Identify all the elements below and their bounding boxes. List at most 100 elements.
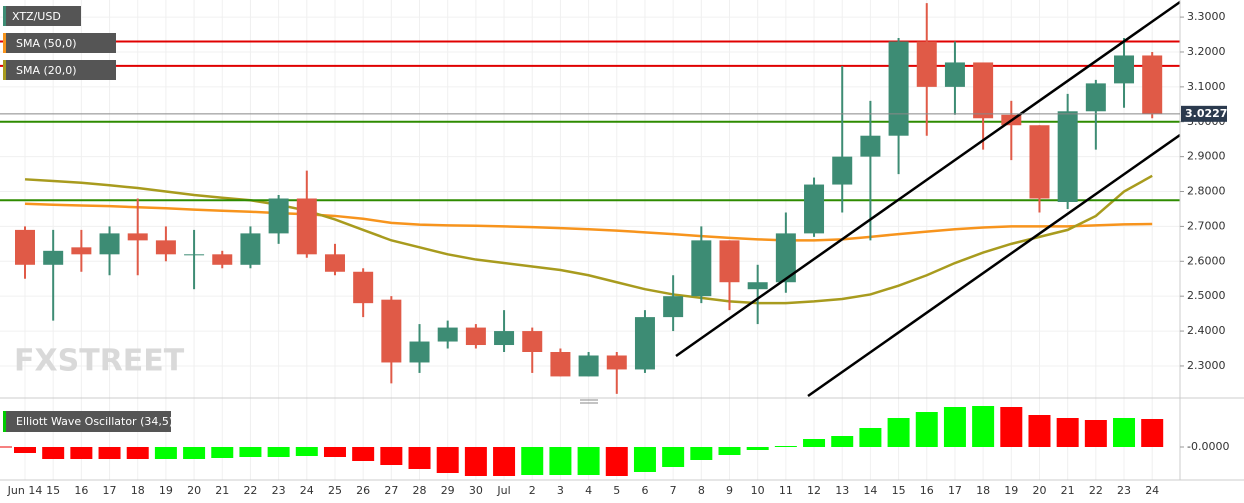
- x-tick-label: 12: [807, 484, 821, 497]
- y-tick-label: 2.8000: [1187, 185, 1226, 198]
- x-tick-label: 25: [328, 484, 342, 497]
- legend-swatch: [3, 6, 6, 26]
- x-tick-label: 14: [863, 484, 877, 497]
- oscillator-bar: [605, 447, 628, 476]
- x-tick-label: 10: [751, 484, 765, 497]
- x-tick-label: 22: [243, 484, 257, 497]
- y-tick-label: 2.3000: [1187, 359, 1226, 372]
- x-tick-label: 3: [557, 484, 564, 497]
- y-tick-label: 2.6000: [1187, 254, 1226, 267]
- y-tick-label: -0.0000: [1187, 440, 1229, 453]
- x-tick-label: 27: [384, 484, 398, 497]
- oscillator-bar: [436, 447, 459, 473]
- oscillator-bar: [239, 447, 262, 457]
- oscillator-bar: [267, 447, 290, 457]
- watermark: FXSTREET: [14, 344, 185, 379]
- x-tick-label: 15: [892, 484, 906, 497]
- candle-body: [155, 240, 176, 255]
- x-tick-label: 9: [726, 484, 733, 497]
- candle-body: [184, 254, 205, 256]
- legend-swatch: [3, 60, 6, 80]
- x-tick-label: 7: [670, 484, 677, 497]
- candle-body: [465, 327, 486, 346]
- price-panel: [0, 0, 1180, 397]
- y-tick-label: 2.4000: [1187, 324, 1226, 337]
- x-tick-label: 16: [74, 484, 88, 497]
- x-tick-label: 6: [641, 484, 648, 497]
- x-tick-label: 23: [1117, 484, 1131, 497]
- x-tick-label: 17: [948, 484, 962, 497]
- x-tick-label: 8: [698, 484, 705, 497]
- oscillator-bar: [98, 447, 121, 459]
- oscillator-bar: [915, 412, 938, 447]
- x-tick-label: Jul: [496, 484, 510, 497]
- divider-handle[interactable]: [580, 399, 598, 404]
- candle-body: [43, 250, 64, 265]
- oscillator-bar: [859, 428, 882, 447]
- candle-body: [634, 317, 655, 370]
- oscillator-bar: [1056, 418, 1079, 447]
- candle-body: [578, 355, 599, 377]
- candle-body: [832, 156, 853, 185]
- oscillator-bar: [943, 407, 966, 447]
- oscillator-bar: [295, 447, 318, 456]
- oscillator-bar: [1113, 418, 1136, 447]
- candle-body: [381, 299, 402, 363]
- candle-body: [409, 341, 430, 363]
- x-tick-label: 21: [215, 484, 229, 497]
- x-tick-label: 21: [1061, 484, 1075, 497]
- candle-body: [212, 254, 233, 265]
- legend-box: [3, 60, 116, 80]
- x-tick-label: 19: [1004, 484, 1018, 497]
- candle-body: [1142, 55, 1163, 114]
- oscillator-bar: [1084, 420, 1107, 447]
- candle-body: [494, 331, 515, 346]
- candle-body: [1029, 125, 1050, 199]
- oscillator-bar: [14, 447, 36, 453]
- oscillator-bar: [803, 439, 826, 447]
- legend-box: [3, 6, 81, 26]
- legend-swatch: [3, 33, 6, 53]
- candle-body: [719, 240, 740, 283]
- x-tick-label: 24: [300, 484, 314, 497]
- oscillator-bar: [493, 447, 516, 476]
- last-price-label: 3.0227: [1185, 107, 1227, 120]
- oscillator-bar: [408, 447, 431, 469]
- y-tick-label: 2.9000: [1187, 150, 1226, 163]
- grid: [0, 0, 1180, 480]
- candle-body: [296, 198, 317, 255]
- x-tick-label: 20: [1032, 484, 1046, 497]
- candle-body: [1114, 55, 1135, 84]
- candle-body: [916, 41, 937, 87]
- legend-entry: SMA (50,0): [16, 37, 77, 50]
- oscillator-bar: [70, 447, 93, 459]
- x-tick-label: 18: [131, 484, 145, 497]
- oscillator-name: Elliott Wave Oscillator (34,5): [16, 415, 173, 428]
- candle-body: [15, 229, 35, 265]
- legend-entry: SMA (20,0): [16, 64, 77, 77]
- sma-line: [24, 202, 1153, 242]
- candle-body: [99, 233, 120, 255]
- y-tick-label: 3.1000: [1187, 80, 1226, 93]
- legend-swatch: [3, 411, 6, 432]
- candle-body: [747, 282, 768, 290]
- oscillator-bar: [690, 447, 713, 460]
- oscillator-bar: [887, 418, 910, 447]
- oscillator-bar: [662, 447, 685, 467]
- y-tick-label: 2.7000: [1187, 219, 1226, 232]
- candle-body: [944, 62, 965, 87]
- x-tick-label: 26: [356, 484, 370, 497]
- oscillator-bar: [549, 447, 572, 475]
- x-tick-label: 4: [585, 484, 592, 497]
- candle-body: [888, 41, 909, 136]
- oscillator-bar: [1141, 419, 1164, 447]
- y-tick-label: 2.5000: [1187, 289, 1226, 302]
- oscillator-bar: [972, 406, 995, 447]
- oscillator-bar: [42, 447, 65, 459]
- candle-body: [804, 184, 825, 234]
- x-tick-label: 22: [1089, 484, 1103, 497]
- oscillator-bar: [211, 447, 234, 458]
- legend: XTZ/USD SMA (50,0) SMA (20,0) Elliott Wa…: [3, 6, 173, 432]
- legend-box: [3, 411, 171, 432]
